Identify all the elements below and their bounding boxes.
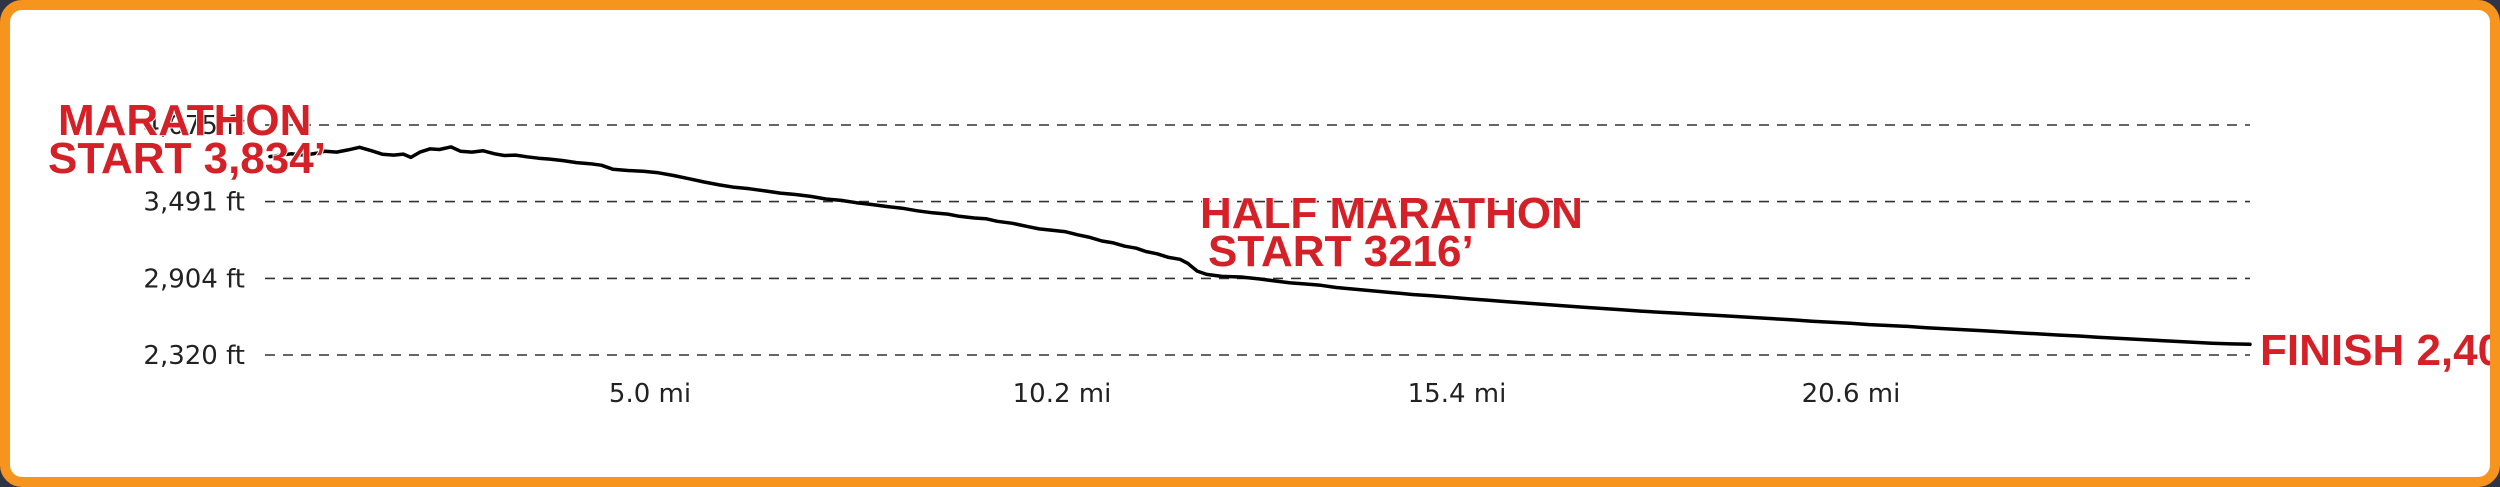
half-marathon-start-label: START 3216’: [1208, 227, 1474, 276]
y-tick-label: 2,320 ft: [143, 341, 245, 371]
elevation-chart: 4,075 ft 3,491 ft 2,904 ft 2,320 ft 5.0 mi 1…: [47, 95, 2490, 409]
x-tick-label: 10.2 mi: [1013, 379, 1112, 409]
x-axis-ticks: 5.0 mi 10.2 mi 15.4 mi 20.6 mi: [609, 379, 1900, 409]
finish-label: FINISH 2,402’: [2260, 326, 2490, 375]
marathon-start-label: START 3,834’: [48, 134, 326, 183]
elevation-line: [268, 145, 2252, 347]
y-tick-label: 4,075 ft: [143, 111, 245, 141]
marathon-start-label: MARATHON: [58, 96, 311, 145]
elevation-series: [268, 145, 2252, 347]
half-marathon-start-label: HALF MARATHON: [1200, 189, 1583, 238]
x-tick-label: 5.0 mi: [609, 379, 691, 409]
y-tick-label: 3,491 ft: [143, 188, 245, 218]
y-tick-label: 2,904 ft: [143, 264, 245, 294]
x-tick-label: 20.6 mi: [1802, 379, 1901, 409]
x-tick-label: 15.4 mi: [1408, 379, 1507, 409]
y-axis-ticks: 4,075 ft 3,491 ft 2,904 ft 2,320 ft: [143, 111, 245, 371]
